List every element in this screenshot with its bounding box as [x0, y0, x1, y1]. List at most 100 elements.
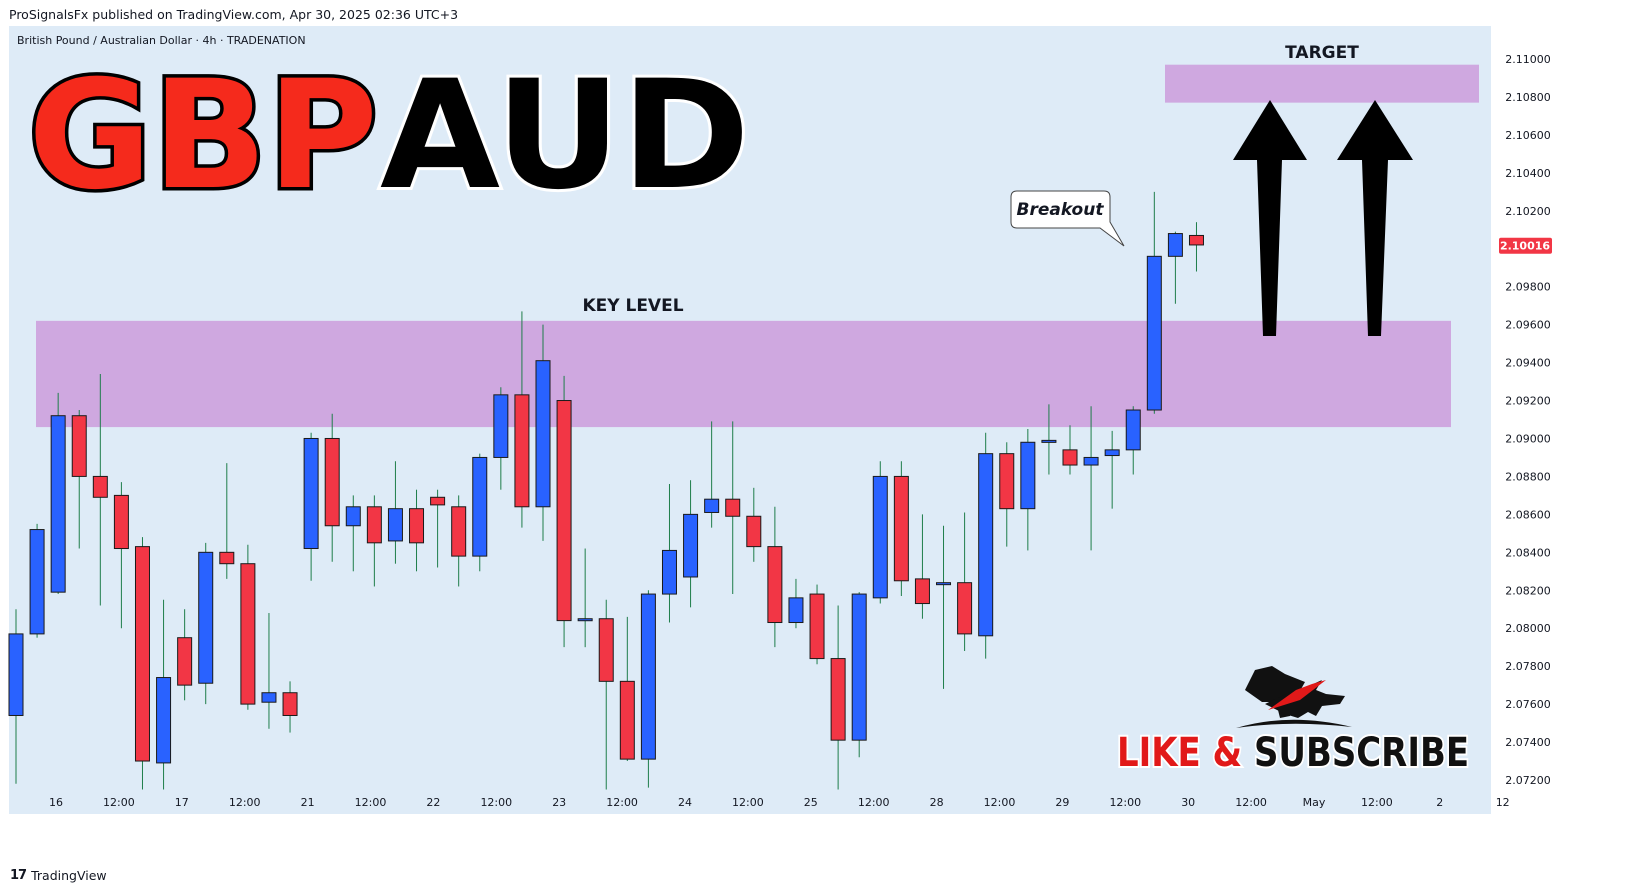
candle-body: [156, 677, 172, 764]
price-tick-label: 2.10600: [1505, 129, 1551, 142]
candle-body: [92, 475, 108, 498]
candle-body: [29, 529, 45, 635]
price-tick-label: 2.08000: [1505, 622, 1551, 635]
time-tick-label: 16: [49, 796, 63, 809]
key-level-label: KEY LEVEL: [582, 296, 683, 316]
candle-body: [1188, 234, 1204, 246]
candle-body: [978, 453, 994, 637]
candle: [156, 599, 172, 790]
candle-body: [598, 618, 614, 682]
last-price-badge: 2.10016: [1499, 237, 1552, 254]
candle: [1146, 191, 1162, 414]
candle-body: [177, 637, 193, 686]
candle: [661, 484, 677, 623]
candle-body: [282, 692, 298, 716]
candle: [999, 442, 1015, 547]
candle: [177, 609, 193, 701]
candle: [366, 495, 382, 587]
candle-body: [746, 515, 762, 548]
price-tick-label: 2.07400: [1505, 736, 1551, 749]
candle-body: [619, 680, 635, 760]
time-tick-label: 29: [1055, 796, 1069, 809]
candle: [409, 489, 425, 572]
candle: [830, 605, 846, 790]
candle-body: [535, 360, 551, 508]
candle-body: [1146, 255, 1162, 411]
price-tick-label: 2.07200: [1505, 774, 1551, 787]
candle: [282, 681, 298, 733]
like-subscribe-cta[interactable]: LIKE & SUBSCRIBE: [1115, 728, 1471, 778]
price-tick-label: 2.08400: [1505, 546, 1551, 559]
target-arrow-left: [1233, 100, 1307, 336]
candle: [1062, 425, 1078, 475]
candle-body: [936, 582, 952, 586]
candle: [535, 324, 551, 541]
candle: [430, 489, 446, 568]
target-label: TARGET: [1285, 43, 1359, 63]
candle-body: [683, 513, 699, 578]
candle-body: [704, 498, 720, 513]
candle-body: [957, 582, 973, 635]
candle: [1083, 406, 1099, 551]
candle-body: [472, 456, 488, 557]
candle-body: [661, 549, 677, 595]
candle: [577, 548, 593, 648]
time-tick-label: May: [1303, 796, 1326, 809]
publisher-line: ProSignalsFx published on TradingView.co…: [9, 7, 459, 22]
time-tick-label: 25: [804, 796, 818, 809]
time-tick-label: 28: [930, 796, 944, 809]
time-tick-label: 2: [1436, 796, 1443, 809]
candle-body: [366, 506, 382, 544]
candle: [514, 311, 530, 528]
candle-body: [324, 437, 340, 527]
time-tick-label: 12:00: [1109, 796, 1141, 809]
title-aud: AUD: [380, 49, 750, 223]
time-tick-label: 12: [1496, 796, 1510, 809]
candle: [788, 578, 804, 629]
candle-body: [1020, 441, 1036, 510]
candle: [1020, 428, 1036, 551]
price-tick-label: 2.09200: [1505, 395, 1551, 408]
time-tick-label: 12:00: [858, 796, 890, 809]
candle: [598, 599, 614, 790]
candle: [1188, 222, 1204, 272]
candle-body: [387, 508, 403, 542]
candle: [1167, 231, 1183, 304]
price-tick-label: 2.08200: [1505, 584, 1551, 597]
candle: [493, 387, 509, 490]
candle-body: [451, 506, 467, 557]
time-tick-label: 12:00: [1361, 796, 1393, 809]
price-tick-label: 2.09000: [1505, 432, 1551, 445]
candle: [746, 487, 762, 562]
price-tick-label: 2.08800: [1505, 470, 1551, 483]
candle-body: [1083, 456, 1099, 466]
candle: [683, 480, 699, 608]
footer: 17 TradingView: [10, 868, 107, 883]
candle: [556, 375, 572, 648]
footer-brand: TradingView: [31, 868, 107, 883]
candle-body: [809, 593, 825, 660]
price-scale: 2.11000 2.10800 2.10600 2.10400 2.10200 2.098…: [1505, 53, 1551, 787]
candle-body: [872, 475, 888, 599]
candle: [851, 592, 867, 758]
time-tick-label: 12:00: [1235, 796, 1267, 809]
candle-body: [409, 508, 425, 544]
candle: [978, 432, 994, 659]
candle: [1125, 406, 1141, 475]
candle: [872, 461, 888, 604]
candle: [1104, 430, 1120, 509]
time-tick-label: 12:00: [103, 796, 135, 809]
time-tick-label: 17: [175, 796, 189, 809]
price-tick-label: 2.09800: [1505, 281, 1551, 294]
candle: [957, 512, 973, 651]
title-gbp: GBP: [28, 49, 378, 223]
candle-body: [240, 563, 256, 705]
candle-body: [999, 453, 1015, 510]
candle-body: [430, 496, 446, 506]
candle: [324, 413, 340, 562]
candle: [92, 373, 108, 606]
candle: [809, 584, 825, 665]
candle: [345, 495, 361, 572]
time-tick-label: 12:00: [732, 796, 764, 809]
